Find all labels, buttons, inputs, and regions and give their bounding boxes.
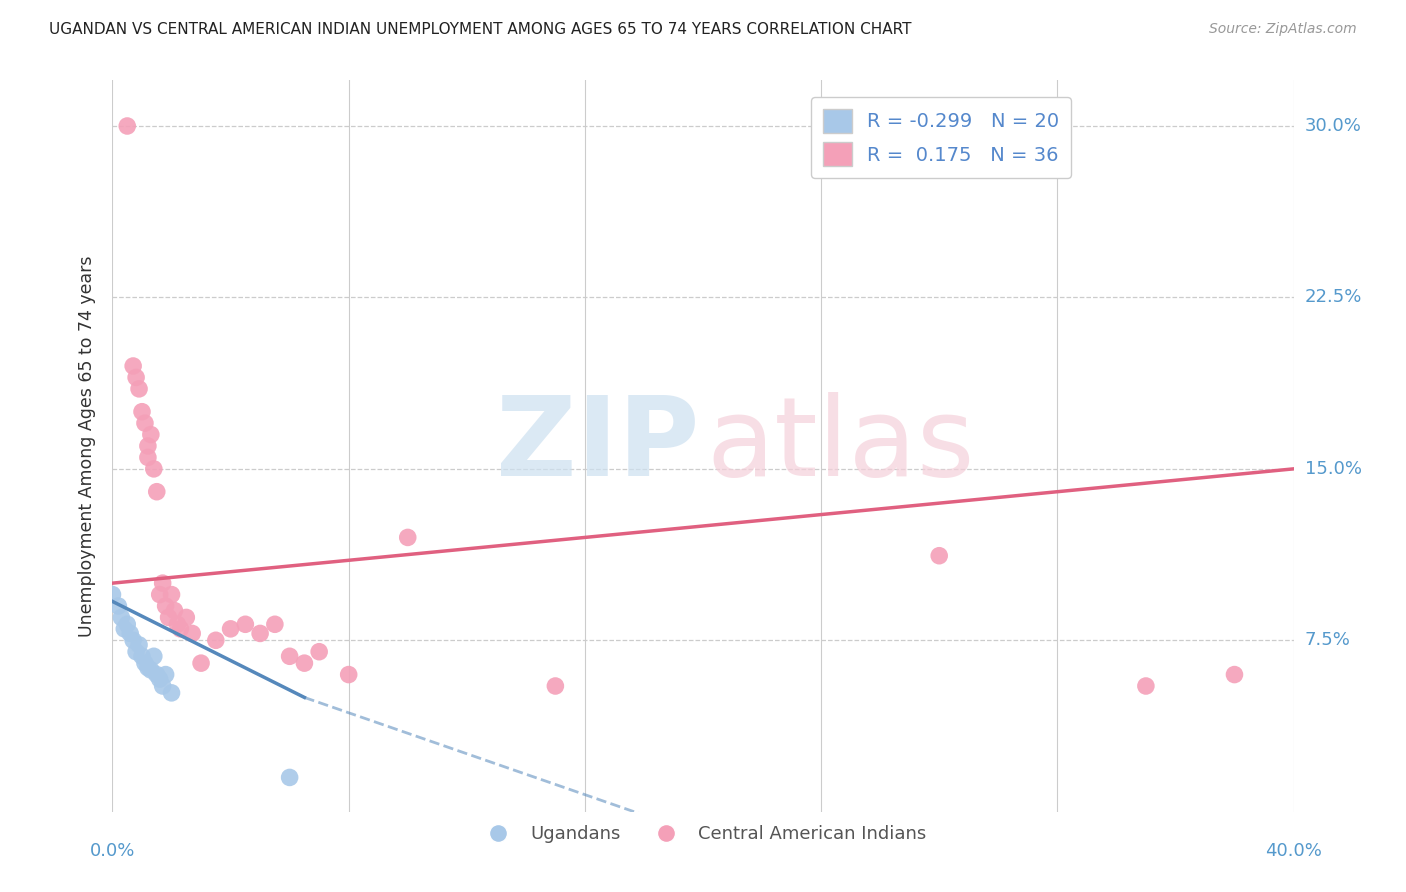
Point: [149, 588, 172, 602]
Point: [122, 633, 145, 648]
Point: [152, 576, 174, 591]
Point: [160, 588, 183, 602]
Text: 7.5%: 7.5%: [1305, 632, 1351, 649]
Point: [131, 405, 153, 419]
Point: [181, 626, 204, 640]
Point: [233, 617, 256, 632]
Text: ZIP: ZIP: [496, 392, 699, 500]
Point: [169, 622, 191, 636]
Text: Source: ZipAtlas.com: Source: ZipAtlas.com: [1209, 22, 1357, 37]
Point: [125, 370, 148, 384]
Point: [117, 617, 138, 632]
Point: [249, 626, 271, 640]
Text: atlas: atlas: [707, 392, 974, 500]
Text: 15.0%: 15.0%: [1305, 460, 1361, 478]
Point: [134, 656, 156, 670]
Point: [278, 771, 301, 785]
Point: [337, 667, 360, 681]
Text: 22.5%: 22.5%: [1305, 288, 1362, 307]
Point: [219, 622, 242, 636]
Point: [117, 119, 138, 133]
Text: 40.0%: 40.0%: [1265, 842, 1322, 860]
Point: [190, 656, 212, 670]
Point: [1135, 679, 1157, 693]
Point: [136, 450, 159, 465]
Point: [139, 427, 162, 442]
Point: [120, 626, 142, 640]
Point: [101, 588, 124, 602]
Point: [146, 484, 169, 499]
Point: [112, 622, 135, 636]
Point: [125, 645, 148, 659]
Point: [107, 599, 129, 613]
Point: [128, 638, 150, 652]
Point: [160, 686, 183, 700]
Point: [149, 672, 172, 686]
Point: [131, 649, 153, 664]
Point: [134, 416, 156, 430]
Point: [163, 604, 186, 618]
Point: [136, 439, 159, 453]
Point: [110, 610, 132, 624]
Point: [146, 667, 169, 681]
Point: [142, 649, 165, 664]
Point: [155, 667, 177, 681]
Point: [155, 599, 177, 613]
Point: [928, 549, 950, 563]
Point: [152, 679, 174, 693]
Text: 30.0%: 30.0%: [1305, 117, 1361, 135]
Text: 0.0%: 0.0%: [90, 842, 135, 860]
Point: [128, 382, 150, 396]
Point: [139, 663, 162, 677]
Point: [142, 462, 165, 476]
Point: [264, 617, 287, 632]
Point: [205, 633, 228, 648]
Point: [1223, 667, 1246, 681]
Point: [292, 656, 315, 670]
Point: [136, 661, 159, 675]
Point: [157, 610, 180, 624]
Point: [396, 530, 419, 544]
Point: [122, 359, 145, 373]
Point: [278, 649, 301, 664]
Legend: Ugandans, Central American Indians: Ugandans, Central American Indians: [472, 818, 934, 850]
Point: [166, 617, 188, 632]
Point: [174, 610, 197, 624]
Text: UGANDAN VS CENTRAL AMERICAN INDIAN UNEMPLOYMENT AMONG AGES 65 TO 74 YEARS CORREL: UGANDAN VS CENTRAL AMERICAN INDIAN UNEMP…: [49, 22, 911, 37]
Y-axis label: Unemployment Among Ages 65 to 74 years: Unemployment Among Ages 65 to 74 years: [77, 255, 96, 637]
Point: [308, 645, 330, 659]
Point: [544, 679, 567, 693]
